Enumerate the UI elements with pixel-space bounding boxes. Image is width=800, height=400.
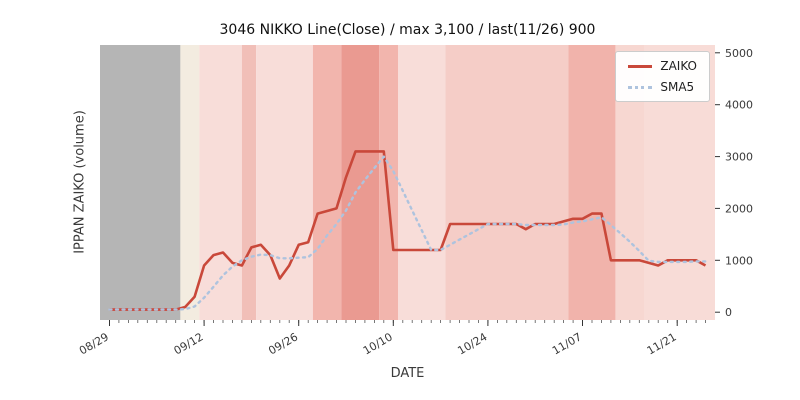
x-tick-label: 09/26 xyxy=(266,330,300,357)
y-axis-label: IPPAN ZAIKO (volume) xyxy=(72,110,88,254)
y-tick-label: 5000 xyxy=(725,47,753,60)
background-band xyxy=(398,45,446,320)
legend-item-zaiko: ZAIKO xyxy=(628,59,697,73)
x-axis-label: DATE xyxy=(390,366,425,381)
y-tick-label: 3000 xyxy=(725,151,753,164)
background-band xyxy=(199,45,242,320)
x-tick-label: 08/29 xyxy=(77,330,111,357)
background-band xyxy=(241,45,257,320)
x-tick-label: 09/12 xyxy=(172,330,206,357)
legend-item-sma5: SMA5 xyxy=(628,80,697,94)
sma5-line-swatch xyxy=(628,85,653,89)
background-band xyxy=(568,45,616,320)
x-tick-label: 11/07 xyxy=(550,330,584,357)
x-tick-label: 11/21 xyxy=(645,330,679,357)
x-tick-label: 10/10 xyxy=(361,330,395,357)
y-tick-label: 2000 xyxy=(725,202,753,215)
background-band xyxy=(445,45,569,320)
background-band xyxy=(379,45,398,320)
background-band xyxy=(256,45,313,320)
y-tick-label: 0 xyxy=(725,306,732,319)
y-tick-label: 1000 xyxy=(725,254,753,267)
background-band xyxy=(100,45,181,320)
background-band xyxy=(341,45,380,320)
zaiko-line-swatch xyxy=(628,64,653,68)
legend: ZAIKO SMA5 xyxy=(615,51,710,102)
background-band xyxy=(180,45,200,320)
zaiko-line xyxy=(109,150,707,311)
background-band xyxy=(312,45,342,320)
x-tick-label: 10/24 xyxy=(455,330,489,357)
chart-title: 3046 NIKKO Line(Close) / max 3,100 / las… xyxy=(219,22,596,38)
y-tick-label: 4000 xyxy=(725,99,753,112)
legend-label-zaiko: ZAIKO xyxy=(660,59,697,73)
sma5-line xyxy=(108,155,707,311)
legend-label-sma5: SMA5 xyxy=(660,80,695,94)
